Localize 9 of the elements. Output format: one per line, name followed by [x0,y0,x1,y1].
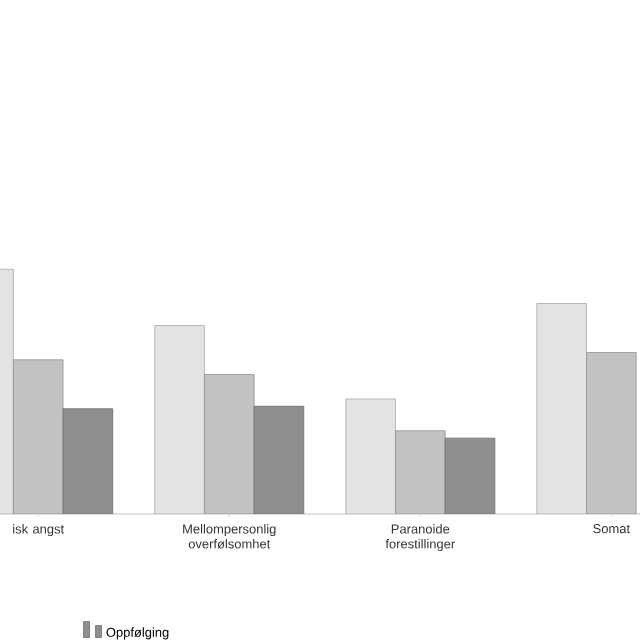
bar [444,437,496,514]
bar [204,374,255,514]
bar [536,303,587,514]
bar [253,405,305,514]
bar [395,430,446,514]
bar [345,398,396,514]
bar [154,325,205,514]
bar [62,408,114,514]
bar [586,352,637,514]
